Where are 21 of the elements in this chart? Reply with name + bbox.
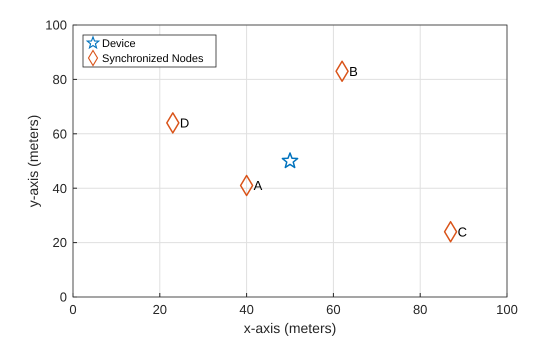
y-tick-label: 80 bbox=[52, 72, 67, 87]
x-tick-label: 100 bbox=[496, 302, 518, 317]
y-tick-label: 60 bbox=[52, 126, 67, 142]
legend-label: Synchronized Nodes bbox=[102, 52, 204, 65]
y-tick-label: 100 bbox=[45, 18, 67, 33]
y-tick-label: 40 bbox=[52, 180, 67, 196]
y-tick-label: 20 bbox=[52, 235, 67, 250]
y-axis-title: y-axis (meters) bbox=[25, 114, 41, 208]
annotation: A bbox=[254, 178, 263, 194]
y-tick-label: 0 bbox=[60, 290, 67, 305]
annotation: D bbox=[180, 115, 190, 130]
x-tick-label: 0 bbox=[69, 302, 77, 317]
legend-label: Device bbox=[102, 38, 136, 50]
x-tick-label: 20 bbox=[152, 302, 168, 317]
annotation: C bbox=[458, 224, 467, 240]
x-axis-title: x-axis (meters) bbox=[244, 320, 336, 336]
x-tick-label: 40 bbox=[239, 302, 254, 317]
annotation: B bbox=[349, 64, 358, 79]
x-tick-label: 80 bbox=[412, 302, 428, 317]
x-tick-label: 60 bbox=[326, 302, 341, 317]
point bbox=[282, 152, 298, 168]
